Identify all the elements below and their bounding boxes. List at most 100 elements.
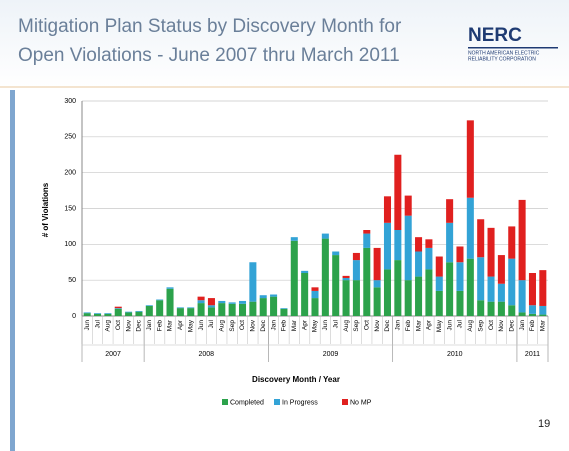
title-line: Open Violations - June 2007 thru March 2… (18, 45, 400, 66)
bar-segment (477, 257, 485, 301)
bar-segment (446, 262, 454, 316)
bar-segment (280, 308, 288, 309)
bar-segment (487, 227, 495, 277)
bar-segment (197, 296, 205, 301)
x-tick-label: Oct (488, 320, 495, 330)
x-tick-label: Oct (363, 320, 370, 330)
bar-segment (83, 312, 91, 314)
bar-segment (435, 256, 443, 277)
bar-segment (487, 276, 495, 302)
x-tick-label: Jun (322, 320, 329, 331)
bar-segment (135, 311, 143, 316)
x-tick-label: Jun (84, 320, 91, 331)
bar-segment (425, 269, 433, 316)
x-tick-label: Oct (239, 320, 246, 330)
bar-segment (342, 275, 350, 279)
x-tick-label: Mar (167, 319, 174, 331)
bar-segment (270, 294, 278, 297)
bar-segment (456, 290, 464, 316)
x-tick-label: Apr (301, 319, 308, 330)
x-tick-label: Aug (219, 320, 226, 332)
x-tick-label: Jan (270, 320, 277, 331)
y-tick-label: 50 (68, 277, 76, 284)
logo-subtitle: NORTH AMERICAN ELECTRIC (468, 50, 540, 56)
x-tick-label: Jun (446, 320, 453, 331)
bar-segment (135, 310, 143, 312)
bar-segment (301, 273, 309, 316)
legend-label: In Progress (282, 399, 318, 406)
x-tick-label: Oct (115, 320, 122, 330)
bar-segment (352, 260, 360, 281)
bar-segment (508, 226, 516, 259)
bar-segment (435, 290, 443, 316)
x-tick-label: Feb (156, 320, 163, 332)
bar-segment (114, 308, 122, 316)
x-tick-label: Jun (198, 320, 205, 331)
bar-segment (249, 262, 257, 302)
bar-segment (383, 222, 392, 270)
bar-segment (394, 154, 402, 230)
bar-segment (466, 197, 474, 259)
bar-segment (332, 251, 340, 256)
x-tick-label: Mar (540, 319, 547, 331)
x-tick-label: May (312, 319, 319, 332)
bar-segment (446, 222, 454, 263)
bar-segment (352, 252, 360, 261)
bar-segment (166, 288, 174, 316)
year-label: 2008 (198, 351, 214, 358)
bar-segment (425, 239, 433, 248)
bar-segment (228, 302, 236, 304)
bar-segment (446, 199, 454, 223)
x-tick-label: Nov (250, 319, 257, 331)
bar-segment (404, 195, 412, 216)
x-tick-label: Dec (508, 319, 515, 331)
x-tick-label: Sep (477, 320, 484, 332)
x-tick-label: Sep (353, 320, 360, 332)
x-tick-label: Mar (291, 319, 298, 331)
bar-segment (301, 270, 309, 273)
x-tick-label: Jul (94, 319, 101, 328)
page-number: 19 (538, 418, 550, 430)
year-label: 2010 (447, 351, 463, 358)
logo-subtitle: RELIABILITY CORPORATION (468, 56, 536, 62)
bar-segment (125, 311, 133, 313)
bar-segment (528, 273, 536, 306)
year-label: 2007 (105, 351, 121, 358)
x-tick-label: Jan (519, 320, 526, 331)
bar-segment (259, 295, 267, 299)
bar-segment (497, 255, 505, 284)
bar-segment (518, 312, 526, 316)
bar-segment (363, 230, 371, 234)
bar-segment (114, 308, 122, 309)
y-tick-label: 100 (64, 241, 76, 248)
legend-swatch (222, 399, 228, 405)
bar-segment (518, 280, 526, 313)
bar-segment (207, 298, 215, 306)
legend-label: No MP (350, 399, 372, 406)
bar-segment (94, 313, 102, 316)
bar-segment (166, 287, 174, 289)
bar-segment (94, 313, 102, 314)
legend-swatch (274, 399, 280, 405)
bar-segment (321, 233, 329, 239)
bar-segment (207, 307, 215, 316)
bar-segment (508, 258, 516, 306)
bar-segment (539, 314, 547, 316)
bar-segment (487, 301, 495, 316)
x-tick-label: Nov (125, 319, 132, 331)
bar-segment (238, 303, 247, 316)
bar-segment (187, 308, 195, 316)
x-tick-label: Jul (208, 319, 215, 328)
bar-segment (311, 290, 319, 299)
bar-segment (497, 283, 505, 302)
x-tick-label: Aug (343, 320, 350, 332)
x-tick-label: Jan (395, 320, 402, 331)
bar-segment (373, 247, 381, 281)
bar-segment (383, 196, 392, 223)
y-tick-label: 150 (64, 205, 76, 212)
x-tick-label: Feb (405, 320, 412, 332)
bar-segment (363, 247, 371, 316)
bar-segment (270, 296, 278, 316)
bar-segment (197, 303, 205, 316)
x-axis-label: Discovery Month / Year (252, 375, 340, 384)
